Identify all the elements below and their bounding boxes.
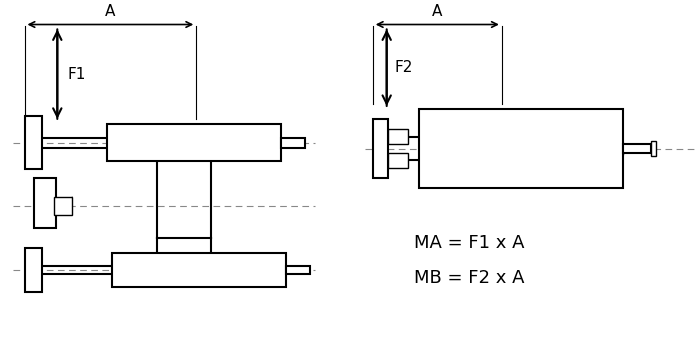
Bar [387,154,408,168]
Bar [281,137,305,147]
Text: MB = F2 x A: MB = F2 x A [415,268,525,287]
Bar [24,116,43,169]
Bar [24,248,43,292]
Bar [285,266,311,274]
Text: F1: F1 [67,67,86,82]
Bar [419,109,623,188]
Bar [623,144,651,154]
Text: A: A [432,3,443,18]
Text: F2: F2 [394,60,413,75]
Text: MA = F1 x A: MA = F1 x A [415,234,525,252]
Bar [107,124,281,161]
Bar [34,178,57,228]
Bar [651,141,655,157]
Text: A: A [105,3,116,18]
Bar [112,253,285,287]
Bar [387,129,408,144]
Bar [373,119,387,178]
Bar [54,197,72,215]
